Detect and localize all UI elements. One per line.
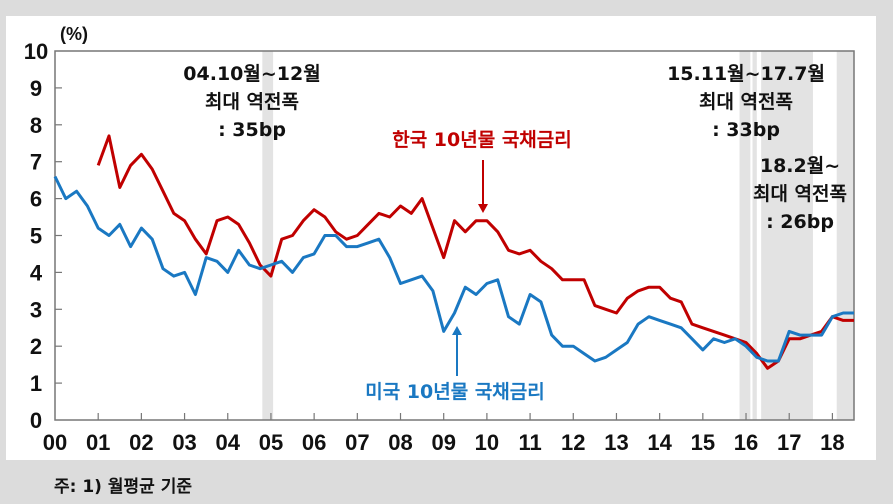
svg-text:한국 10년물 국채금리: 한국 10년물 국채금리 <box>392 129 572 151</box>
y-tick-label: 4 <box>30 260 43 285</box>
svg-text:최대 역전폭: 최대 역전폭 <box>699 91 793 113</box>
y-tick-label: 1 <box>30 371 42 396</box>
x-tick-label: 04 <box>216 430 241 455</box>
x-tick-label: 12 <box>561 430 585 455</box>
shaded-band <box>739 51 751 420</box>
x-tick-label: 01 <box>86 430 110 455</box>
x-tick-label: 00 <box>43 430 67 455</box>
svg-text:최대 역전폭: 최대 역전폭 <box>205 91 299 113</box>
y-tick-label: 8 <box>30 113 42 138</box>
annotation-2004: 04.10월~12월 최대 역전폭 : 35bp <box>183 63 320 141</box>
y-tick-label: 3 <box>30 297 42 322</box>
x-tick-label: 07 <box>345 430 369 455</box>
us-10y-line <box>53 175 854 363</box>
x-tick-label: 10 <box>475 430 499 455</box>
svg-text:: 35bp: : 35bp <box>218 119 286 141</box>
svg-text:15.11월~17.7월: 15.11월~17.7월 <box>667 63 825 85</box>
annotation-2015-2017: 15.11월~17.7월 최대 역전폭 : 33bp <box>667 63 825 141</box>
x-tick-label: 05 <box>259 430 283 455</box>
svg-text:최대 역전폭: 최대 역전폭 <box>753 183 847 205</box>
annotation-2018: 18.2월~ 최대 역전폭 : 26bp <box>753 155 847 233</box>
shaded-band <box>262 51 274 420</box>
x-tick-label: 13 <box>604 430 628 455</box>
x-tick-label: 02 <box>129 430 153 455</box>
footnote: 주: 1) 월평균 기준 <box>54 477 192 497</box>
arrow-down-icon <box>478 204 488 213</box>
x-tick-label: 09 <box>431 430 455 455</box>
y-tick-label: 10 <box>24 39 48 64</box>
svg-text:04.10월~12월: 04.10월~12월 <box>183 63 320 85</box>
unit-label: (%) <box>60 24 88 44</box>
y-tick-label: 7 <box>30 150 42 175</box>
svg-text:: 33bp: : 33bp <box>712 119 780 141</box>
x-tick-label: 18 <box>820 430 844 455</box>
x-tick-label: 14 <box>647 430 672 455</box>
x-tick-label: 08 <box>388 430 412 455</box>
svg-text:: 26bp: : 26bp <box>766 211 834 233</box>
y-tick-label: 6 <box>30 187 42 212</box>
y-tick-label: 5 <box>30 224 42 249</box>
shaded-band <box>752 51 757 420</box>
x-tick-label: 15 <box>691 430 715 455</box>
us-series-label: 미국 10년물 국채금리 <box>365 326 545 403</box>
x-tick-label: 17 <box>777 430 801 455</box>
svg-text:미국 10년물 국채금리: 미국 10년물 국채금리 <box>365 381 545 403</box>
series-lines <box>53 134 854 370</box>
x-tick-label: 16 <box>734 430 758 455</box>
shaded-inversion-periods <box>262 51 854 420</box>
x-tick-label: 11 <box>518 430 541 455</box>
shaded-band <box>761 51 813 420</box>
korea-series-label: 한국 10년물 국채금리 <box>392 129 572 213</box>
arrow-up-icon <box>452 326 462 335</box>
y-tick-label: 9 <box>30 76 42 101</box>
shaded-band <box>836 51 854 420</box>
y-tick-label: 0 <box>30 408 42 433</box>
x-tick-label: 06 <box>302 430 326 455</box>
x-tick-label: 03 <box>172 430 196 455</box>
korea-10y-line <box>96 134 854 370</box>
y-tick-label: 2 <box>30 334 42 359</box>
svg-text:18.2월~: 18.2월~ <box>760 155 840 177</box>
